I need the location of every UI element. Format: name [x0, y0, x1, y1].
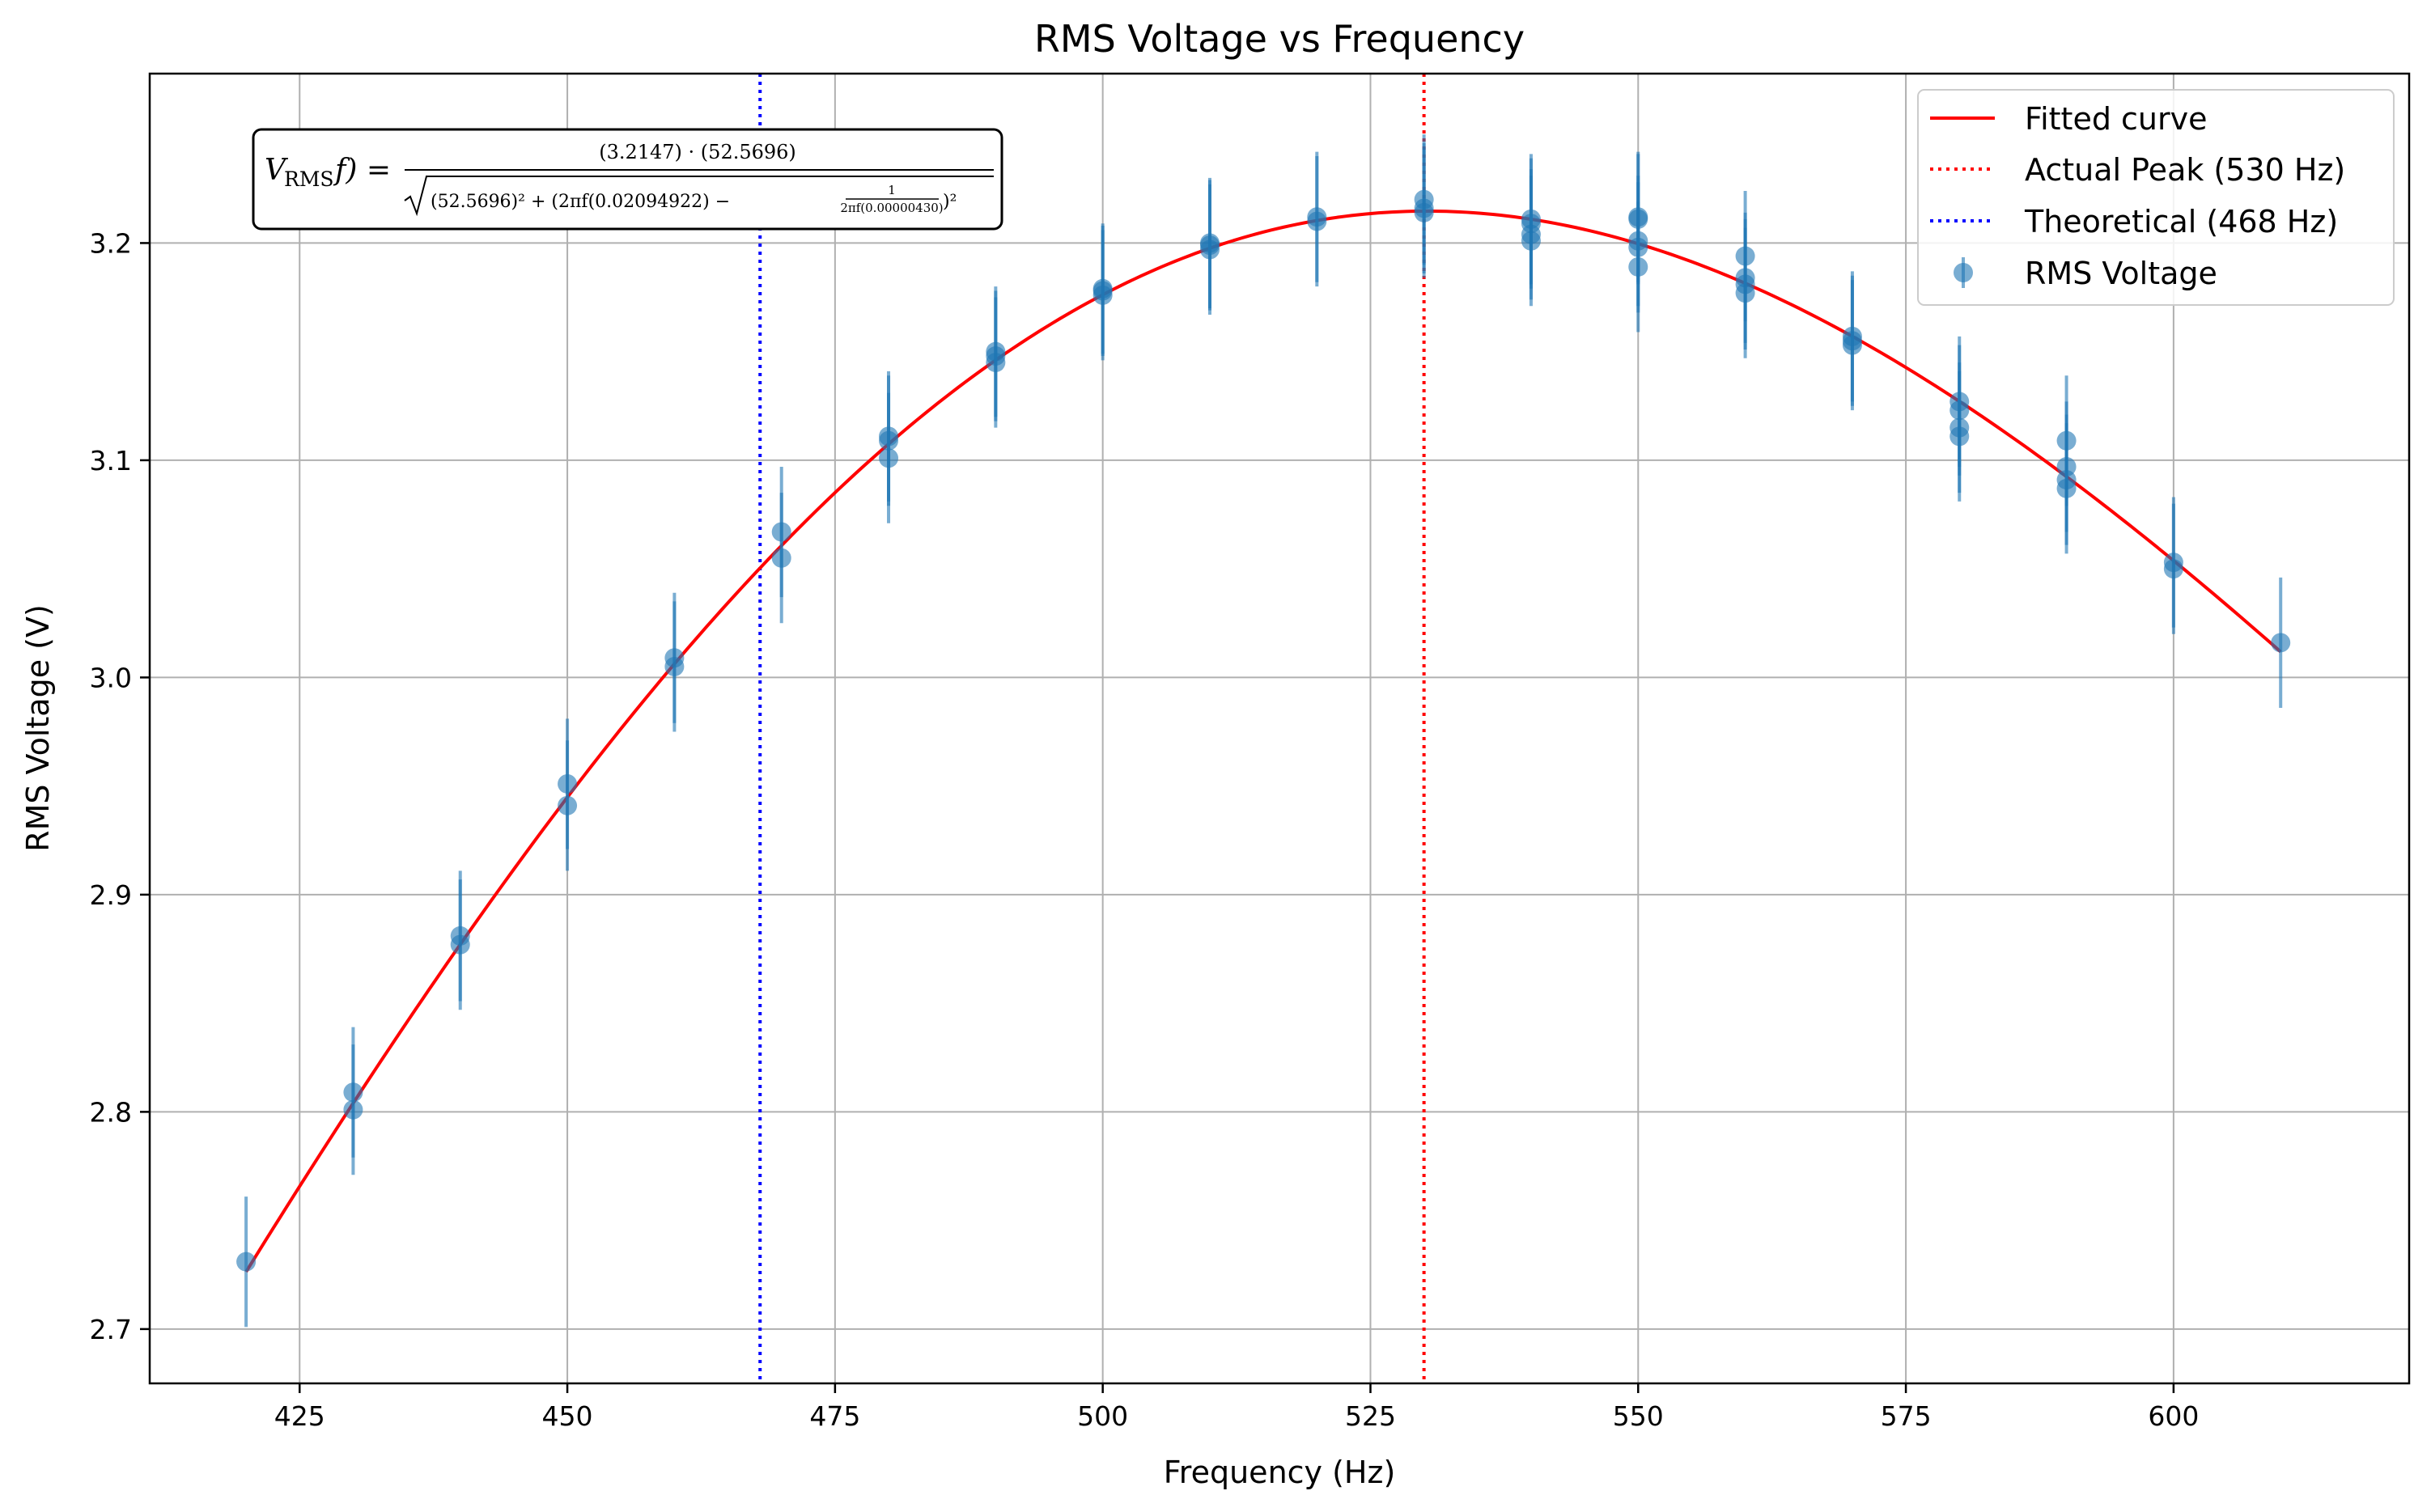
y-tick-label: 2.9 — [90, 879, 132, 911]
x-tick-label: 550 — [1613, 1400, 1664, 1432]
legend-label-points: RMS Voltage — [2025, 256, 2217, 291]
data-point — [879, 426, 899, 447]
data-point — [986, 341, 1006, 362]
data-points-layer — [236, 134, 2291, 1328]
equation-lhs-main: V — [265, 154, 289, 187]
x-tick-label: 425 — [274, 1400, 325, 1432]
y-tick-label: 2.8 — [90, 1096, 132, 1128]
data-point — [1628, 207, 1648, 227]
data-point — [236, 1252, 257, 1272]
data-point — [1414, 189, 1434, 210]
equation-inner-numerator: 1 — [888, 183, 896, 197]
y-tick-label: 3.1 — [90, 445, 132, 476]
data-point — [1842, 326, 1862, 346]
legend-box — [1917, 89, 2395, 306]
data-point — [771, 522, 791, 542]
legend-label-actual-peak: Actual Peak (530 Hz) — [2025, 152, 2345, 188]
data-point — [1521, 209, 1541, 229]
x-tick-label: 450 — [542, 1400, 593, 1432]
legend-swatch-points — [1954, 263, 1973, 282]
data-point — [343, 1082, 363, 1103]
x-tick-label: 600 — [2148, 1400, 2199, 1432]
x-axis-ticks: 425 450 475 500 525 550 575 600 — [274, 1383, 2199, 1432]
legend-label-fit: Fitted curve — [2025, 101, 2208, 137]
y-axis-label: RMS Voltage (V) — [20, 604, 56, 852]
data-point — [1949, 392, 1970, 412]
legend: Fitted curve Actual Peak (530 Hz) Theore… — [1917, 89, 2395, 306]
y-tick-label: 2.7 — [90, 1314, 132, 1345]
equation-denominator-tail: )² — [943, 192, 957, 212]
equation-numerator: (3.2147) · (52.5696) — [599, 141, 796, 163]
fit-curve-layer — [244, 209, 2282, 1273]
plot-frame — [148, 72, 2411, 1385]
x-tick-label: 575 — [1881, 1400, 1932, 1432]
legend-label-theoretical: Theoretical (468 Hz) — [2024, 204, 2338, 239]
y-tick-label: 3.0 — [90, 662, 132, 693]
equation-sqrt-sign — [404, 176, 994, 217]
y-tick-label: 3.2 — [90, 227, 132, 259]
y-axis-ticks: 2.7 2.8 2.9 3.0 3.1 3.2 — [90, 227, 150, 1345]
data-point — [1307, 207, 1327, 227]
data-point — [1199, 233, 1220, 253]
data-point — [664, 648, 685, 668]
data-point — [2056, 430, 2077, 451]
equation-lhs-sub: RMS — [284, 167, 334, 191]
equation-lhs-rest: f) = — [333, 154, 391, 187]
x-tick-label: 500 — [1077, 1400, 1128, 1432]
data-point — [2163, 553, 2183, 573]
data-point — [1092, 278, 1113, 299]
chart-title: RMS Voltage vs Frequency — [1034, 17, 1525, 61]
data-point — [1735, 246, 1755, 266]
fit-equation: V RMS f) = (3.2147) · (52.5696) (52.5696… — [252, 128, 1003, 231]
data-point — [450, 925, 470, 946]
equation-box — [252, 128, 1003, 231]
equation-inner-denominator: 2πf(0.00000430) — [840, 201, 943, 215]
x-axis-label: Frequency (Hz) — [1164, 1455, 1396, 1490]
data-point — [558, 773, 578, 794]
x-tick-label: 475 — [809, 1400, 860, 1432]
data-point — [2271, 633, 2291, 653]
fitted-curve — [244, 209, 2282, 1273]
x-tick-label: 525 — [1345, 1400, 1396, 1432]
equation-denominator-main: (52.5696)² + (2πf(0.02094922) − — [431, 192, 730, 212]
